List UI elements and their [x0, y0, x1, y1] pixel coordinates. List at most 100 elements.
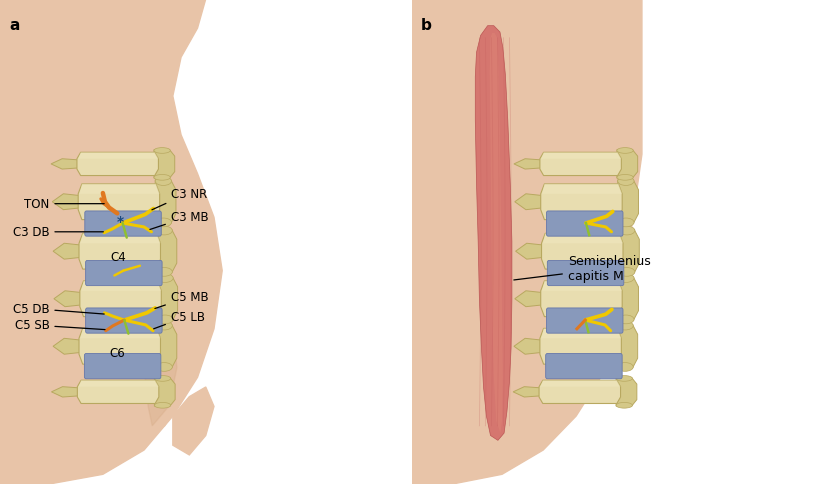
Polygon shape	[81, 281, 161, 291]
FancyBboxPatch shape	[85, 354, 160, 379]
Polygon shape	[542, 234, 623, 270]
Ellipse shape	[617, 175, 633, 181]
Polygon shape	[156, 230, 177, 273]
Text: Semisplenius
capitis M: Semisplenius capitis M	[514, 255, 651, 283]
Ellipse shape	[617, 321, 633, 330]
Text: C3 DB: C3 DB	[12, 226, 104, 239]
Polygon shape	[81, 234, 160, 244]
Ellipse shape	[619, 227, 635, 235]
Polygon shape	[542, 184, 622, 195]
Polygon shape	[81, 329, 160, 339]
Polygon shape	[53, 291, 83, 307]
Polygon shape	[78, 184, 160, 220]
Polygon shape	[617, 151, 638, 179]
Polygon shape	[79, 234, 160, 270]
Polygon shape	[515, 195, 544, 210]
Polygon shape	[515, 291, 544, 307]
Ellipse shape	[156, 227, 172, 235]
Polygon shape	[53, 339, 82, 354]
FancyBboxPatch shape	[546, 354, 622, 379]
Polygon shape	[0, 0, 222, 484]
Polygon shape	[541, 380, 621, 387]
Polygon shape	[618, 277, 639, 321]
Polygon shape	[80, 281, 161, 317]
Ellipse shape	[617, 363, 633, 372]
Ellipse shape	[157, 274, 173, 283]
Polygon shape	[51, 387, 81, 397]
Polygon shape	[173, 387, 214, 455]
Ellipse shape	[156, 268, 172, 277]
Polygon shape	[155, 378, 175, 406]
Text: b: b	[421, 18, 431, 33]
Polygon shape	[80, 184, 160, 195]
Polygon shape	[541, 184, 622, 220]
Polygon shape	[542, 153, 621, 159]
Polygon shape	[0, 0, 140, 484]
Polygon shape	[144, 315, 177, 426]
Polygon shape	[476, 27, 512, 440]
Polygon shape	[412, 0, 642, 484]
Polygon shape	[619, 230, 639, 273]
Ellipse shape	[617, 148, 633, 154]
Polygon shape	[514, 159, 543, 170]
Polygon shape	[617, 325, 638, 368]
Polygon shape	[77, 153, 158, 176]
Polygon shape	[157, 277, 178, 321]
Polygon shape	[514, 387, 543, 397]
Polygon shape	[156, 181, 176, 224]
Text: C5 DB: C5 DB	[12, 302, 105, 315]
Polygon shape	[53, 195, 81, 210]
Text: C6: C6	[109, 346, 125, 359]
FancyBboxPatch shape	[86, 261, 162, 286]
Polygon shape	[540, 329, 621, 364]
FancyBboxPatch shape	[85, 212, 161, 237]
Polygon shape	[79, 329, 160, 364]
Polygon shape	[51, 159, 81, 170]
Ellipse shape	[618, 219, 634, 227]
Polygon shape	[515, 244, 545, 259]
Polygon shape	[154, 151, 174, 179]
Ellipse shape	[156, 177, 171, 186]
Polygon shape	[78, 153, 158, 159]
Polygon shape	[618, 181, 639, 224]
Ellipse shape	[154, 175, 170, 181]
Polygon shape	[543, 234, 623, 244]
Polygon shape	[539, 380, 621, 404]
Ellipse shape	[156, 321, 172, 330]
Polygon shape	[541, 281, 622, 317]
Ellipse shape	[618, 316, 634, 324]
FancyBboxPatch shape	[86, 308, 162, 333]
Ellipse shape	[616, 403, 632, 408]
Ellipse shape	[156, 363, 172, 372]
Ellipse shape	[157, 316, 173, 324]
Polygon shape	[79, 380, 159, 387]
Ellipse shape	[155, 376, 170, 381]
FancyBboxPatch shape	[546, 212, 623, 237]
Polygon shape	[156, 325, 177, 368]
Polygon shape	[412, 0, 510, 484]
Text: C3 NR: C3 NR	[152, 187, 207, 211]
Text: C5 MB: C5 MB	[155, 291, 208, 309]
Polygon shape	[514, 339, 543, 354]
Polygon shape	[542, 329, 621, 339]
Ellipse shape	[156, 219, 171, 227]
Polygon shape	[140, 290, 189, 436]
Text: a: a	[9, 18, 20, 33]
Ellipse shape	[618, 274, 634, 283]
FancyBboxPatch shape	[546, 308, 623, 333]
Ellipse shape	[619, 268, 635, 277]
Text: C3 MB: C3 MB	[150, 211, 208, 230]
Text: C4: C4	[110, 250, 127, 263]
Polygon shape	[490, 34, 503, 433]
Text: *: *	[117, 214, 124, 228]
Text: C5 LB: C5 LB	[154, 310, 205, 329]
Polygon shape	[53, 244, 82, 259]
Text: C5 SB: C5 SB	[15, 319, 105, 332]
Polygon shape	[616, 378, 637, 406]
Polygon shape	[540, 153, 621, 176]
Ellipse shape	[616, 376, 632, 381]
Text: TON: TON	[24, 198, 105, 211]
Polygon shape	[542, 281, 622, 291]
FancyBboxPatch shape	[547, 261, 624, 286]
Ellipse shape	[618, 177, 634, 186]
